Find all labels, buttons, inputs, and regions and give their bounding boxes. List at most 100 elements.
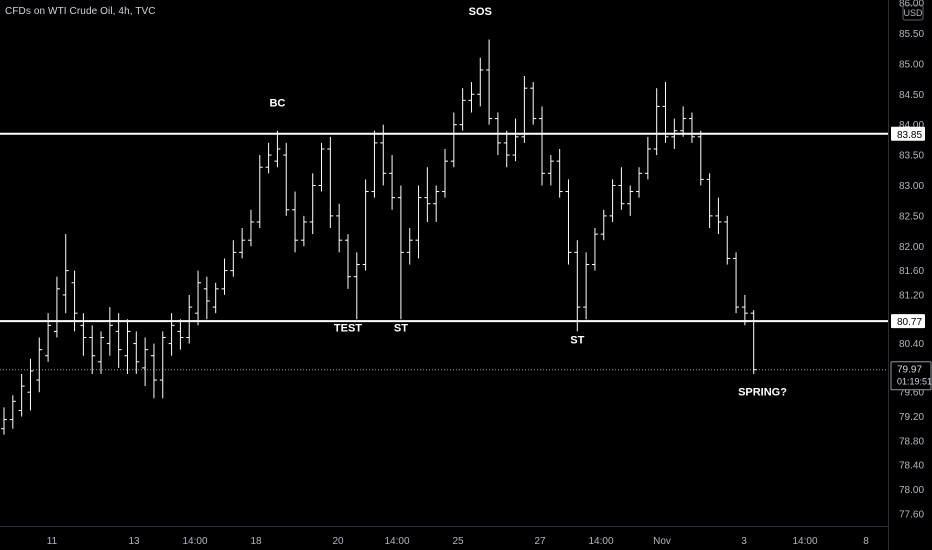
x-tick-label: 27 [534,536,546,547]
ohlc-bar [36,337,43,393]
y-tick-label: 82.00 [899,242,924,253]
ohlc-bar [556,148,563,198]
ohlc-bar [177,319,184,350]
wyckoff-annotation-label: ST [570,335,584,347]
ohlc-bar [618,167,625,210]
ohlc-bar [195,270,202,326]
ohlc-bar [115,313,122,368]
ohlc-bar [459,88,466,131]
currency-badge[interactable] [902,4,924,21]
ohlc-bar [724,215,731,265]
x-tick-label: 13 [128,536,140,547]
ohlc-bar [221,258,228,295]
ohlc-bar [1,407,7,435]
ohlc-bar [186,294,193,344]
wyckoff-annotation-label: TEST [334,322,362,334]
level-price-tag [891,126,925,141]
x-tick-label: 18 [250,536,262,547]
ohlc-bar [274,130,281,168]
ohlc-bar [494,112,501,156]
ohlc-bar [300,215,307,247]
ohlc-bar [433,185,440,222]
last-price-tag [890,361,932,391]
chart-title: CFDs on WTI Crude Oil, 4h, TVC [5,6,156,17]
ohlc-bar [503,130,510,168]
level-price-label: 83.85 [897,130,922,141]
ohlc-bar [644,136,651,180]
ohlc-bar [415,185,422,259]
y-tick-label: 78.00 [899,485,924,496]
y-tick-label: 78.40 [899,461,924,472]
ohlc-bar [671,118,678,149]
ohlc-bar [406,228,413,265]
ohlc-bar [733,252,740,314]
ohlc-bar [212,282,219,314]
y-tick-label: 84.50 [899,90,924,101]
y-tick-label: 80.40 [899,339,924,350]
x-tick-label: 14:00 [384,536,409,547]
ohlc-bar [168,313,175,356]
ohlc-bar [247,209,254,247]
ohlc-bar [741,294,748,326]
x-tick-label: 25 [452,536,464,547]
ohlc-bar [318,142,325,192]
ohlc-bar [477,57,484,107]
x-tick-label: 11 [47,536,58,547]
ohlc-bar [609,179,616,222]
y-tick-label: 83.50 [899,151,924,162]
ohlc-bar [353,252,360,320]
ohlc-bar [71,270,78,332]
ohlc-bar [680,106,687,137]
ohlc-bar [424,167,431,222]
ohlc-bar [53,276,60,338]
ohlc-bar [750,310,757,374]
ohlc-bar [336,203,343,253]
y-tick-label: 83.00 [899,181,924,192]
ohlc-bar [256,155,263,229]
ohlc-bar [389,155,396,210]
ohlc-bar [142,337,149,387]
ohlc-bar [636,167,643,198]
ohlc-bar [106,307,113,356]
ohlc-bar [133,331,140,374]
ohlc-bar [45,313,52,362]
x-tick-label: 14:00 [182,536,207,547]
x-tick-label: 20 [332,536,344,547]
wyckoff-annotation-label: ST [394,322,408,334]
ohlc-bar [9,395,16,429]
ohlc-bar [715,197,722,235]
ohlc-bar [80,313,87,356]
ohlc-bar [600,209,607,241]
level-price-label: 80.77 [897,317,922,328]
ohlc-bar [442,148,448,198]
ohlc-bar [18,373,25,417]
wyckoff-annotation-label: SOS [469,6,492,18]
y-tick-label: 79.60 [899,388,924,399]
ohlc-bar [688,112,695,143]
ohlc-bar [371,130,378,198]
y-tick-label: 85.50 [899,29,924,40]
y-tick-label: 77.60 [899,509,924,520]
ohlc-bar [27,358,34,411]
y-tick-label: 81.20 [899,290,924,301]
ohlc-bar [627,185,634,216]
last-price-label: 79.97 [897,365,922,376]
ohlc-bar [239,228,246,259]
ohlc-bar [265,142,272,174]
ohlc-bar [662,82,669,143]
ohlc-bar [706,173,713,229]
x-tick-label: 14:00 [792,536,817,547]
ohlc-bar [62,234,69,314]
ohlc-bar [583,252,590,320]
ohlc-bar [530,82,537,125]
ohlc-bar [159,331,166,399]
ohlc-bar [327,136,334,229]
level-price-tag [891,314,925,329]
y-tick-label: 85.00 [899,59,924,70]
ohlc-bar [521,76,528,143]
ohlc-bar [309,173,316,235]
ohlc-bar [450,112,457,168]
ohlc-bar [203,276,210,320]
ohlc-bar [124,319,131,374]
